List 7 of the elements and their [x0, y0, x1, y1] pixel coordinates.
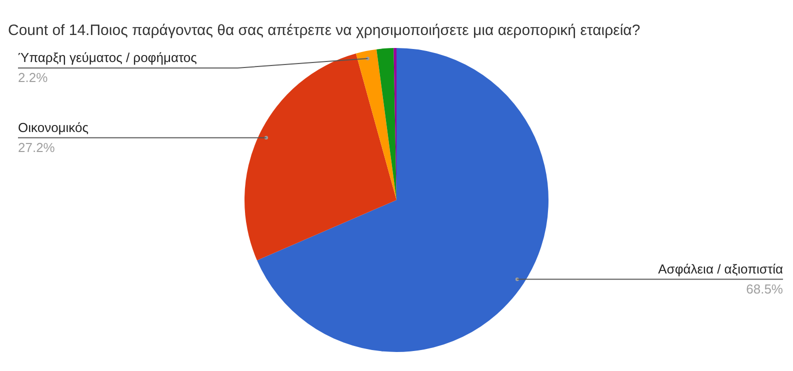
slice-label: Οικονομικός	[18, 120, 89, 135]
slice-label: Ύπαρξη γεύματος / ροφήματος	[18, 50, 197, 66]
chart-title: Count of 14.Ποιος παράγοντας θα σας απέτρεπε να χρησιμοποιήσετε μια αεροπορική εταιρεία?	[8, 22, 640, 40]
data-label: 27.2%	[18, 140, 56, 155]
data-label: 68.5%	[746, 281, 784, 296]
data-label: 2.2%	[18, 70, 48, 86]
slice-label: Ασφάλεια / αξιοπιστία	[658, 261, 784, 276]
